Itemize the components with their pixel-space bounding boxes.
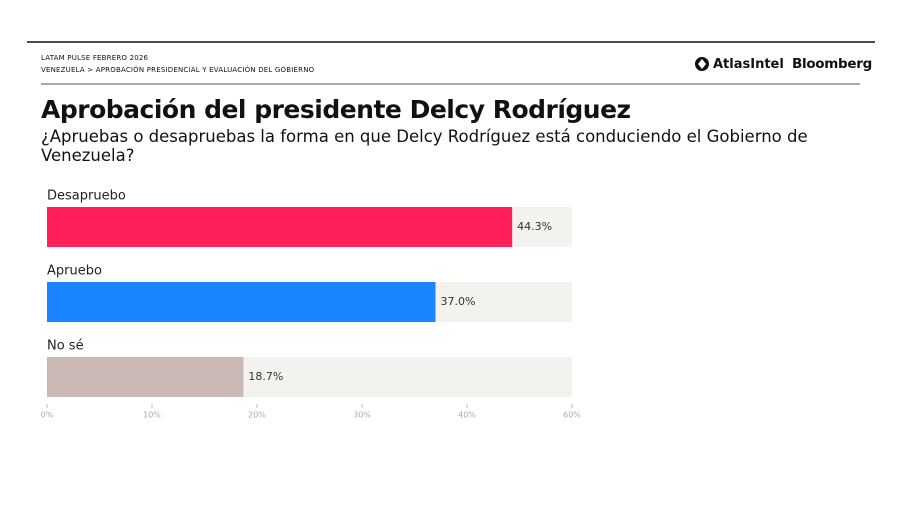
- category-label: Apruebo: [47, 264, 102, 279]
- value-label: 44.3%: [517, 220, 552, 233]
- bar: [47, 282, 436, 322]
- bar: [47, 357, 244, 397]
- x-tick-label: 40%: [458, 411, 476, 420]
- category-label: No sé: [47, 339, 84, 354]
- value-label: 18.7%: [248, 370, 283, 383]
- x-tick-label: 20%: [248, 411, 266, 420]
- logo: AtlasIntel: [713, 57, 784, 72]
- x-tick-label: 10%: [143, 411, 161, 420]
- breadcrumb: VENEZUELA > APROBACIÓN PRESIDENCIAL Y EV…: [41, 66, 315, 74]
- kicker: LATAM PULSE FEBRERO 2026: [41, 54, 149, 62]
- value-label: 37.0%: [441, 295, 476, 308]
- x-tick-label: 60%: [563, 411, 581, 420]
- x-tick-label: 30%: [353, 411, 371, 420]
- atlas-icon-mark: [698, 59, 706, 69]
- bar: [47, 207, 513, 247]
- logo: Bloomberg: [792, 56, 872, 72]
- category-label: Desapruebo: [47, 189, 126, 204]
- chart-title: Aprobación del presidente Delcy Rodrígue…: [41, 95, 631, 124]
- x-tick-label: 0%: [41, 411, 54, 420]
- chart-subtitle: ¿Apruebas o desapruebas la forma en que …: [41, 127, 808, 165]
